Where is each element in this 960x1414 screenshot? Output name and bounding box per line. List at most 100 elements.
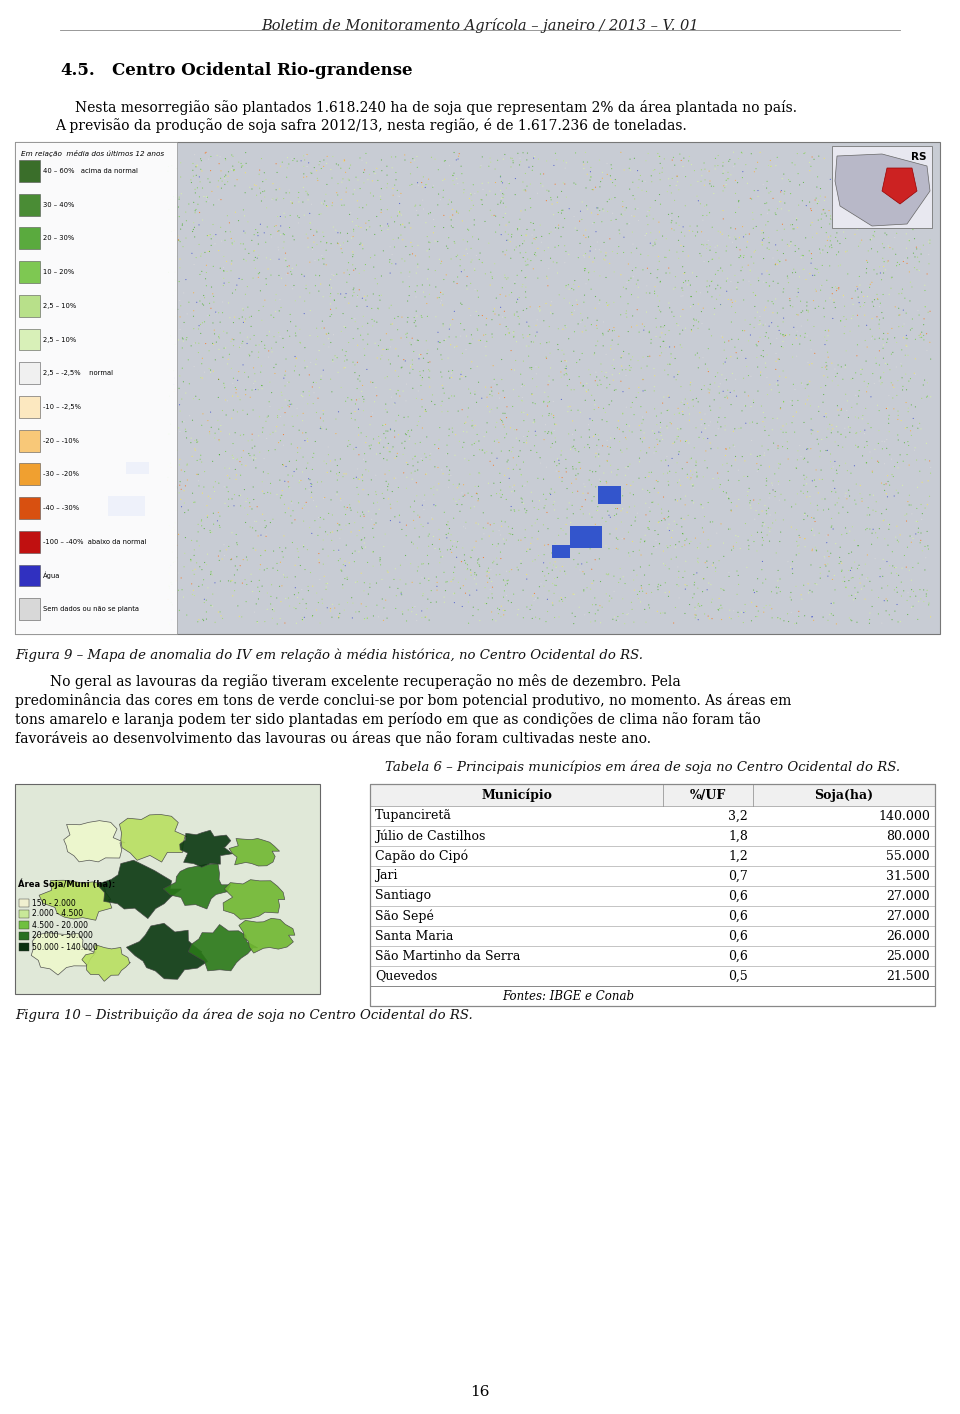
Point xyxy=(316,410,331,433)
Point xyxy=(642,281,658,304)
Point xyxy=(683,373,698,396)
Point xyxy=(806,469,822,492)
Point xyxy=(338,283,353,305)
Point xyxy=(884,266,900,288)
Point xyxy=(830,240,846,263)
Text: 2,5 – -2,5%    normal: 2,5 – -2,5% normal xyxy=(43,370,113,376)
Point xyxy=(350,489,366,512)
Point xyxy=(550,338,565,361)
Point xyxy=(598,534,613,557)
Point xyxy=(334,171,349,194)
Point xyxy=(891,297,906,320)
Point xyxy=(699,194,714,216)
Point xyxy=(470,318,486,341)
Point xyxy=(218,164,233,187)
Point xyxy=(314,471,329,493)
Point xyxy=(885,206,900,229)
Point xyxy=(583,156,598,178)
Point xyxy=(884,608,900,631)
Point xyxy=(782,287,798,310)
Point xyxy=(468,182,483,205)
Point xyxy=(169,475,184,498)
Point xyxy=(692,532,708,554)
Point xyxy=(702,382,717,404)
Point xyxy=(841,479,856,502)
Point xyxy=(361,501,376,523)
Point xyxy=(403,495,419,518)
Point xyxy=(526,496,541,519)
Point xyxy=(486,550,501,573)
Point xyxy=(345,389,360,411)
Point xyxy=(524,383,540,406)
Point xyxy=(285,277,300,300)
Point xyxy=(485,325,500,348)
Point xyxy=(806,523,822,546)
Point xyxy=(429,578,444,601)
Point xyxy=(340,568,355,591)
Point xyxy=(564,294,580,317)
Point xyxy=(236,198,252,221)
Point xyxy=(802,385,817,407)
Point xyxy=(870,395,885,417)
Point xyxy=(205,502,221,525)
Point xyxy=(647,280,662,303)
Point xyxy=(630,160,645,182)
Point xyxy=(358,595,373,618)
Point xyxy=(177,311,192,334)
Point xyxy=(746,389,761,411)
Point xyxy=(426,493,442,516)
Point xyxy=(576,223,591,246)
Point xyxy=(388,253,403,276)
Point xyxy=(528,325,543,348)
Point xyxy=(222,457,237,479)
Point xyxy=(324,592,340,615)
Point xyxy=(297,495,312,518)
Point xyxy=(528,314,543,337)
Point xyxy=(242,305,257,328)
Point xyxy=(440,443,455,465)
Point xyxy=(615,276,631,298)
Point xyxy=(872,327,887,349)
Point xyxy=(336,194,351,216)
Point xyxy=(743,187,758,209)
Point xyxy=(177,410,192,433)
Point xyxy=(704,437,719,460)
Point xyxy=(202,293,217,315)
Point xyxy=(237,238,252,260)
Point xyxy=(547,532,563,554)
Point xyxy=(489,547,504,570)
Point xyxy=(173,471,188,493)
Point xyxy=(283,505,299,527)
Point xyxy=(833,202,849,225)
Point xyxy=(365,540,380,563)
Point xyxy=(205,255,221,277)
Point xyxy=(204,560,219,583)
Point xyxy=(250,247,265,270)
Point xyxy=(764,379,780,402)
Point xyxy=(885,238,900,260)
Point xyxy=(330,464,346,486)
Point xyxy=(719,452,734,475)
Point xyxy=(875,232,890,255)
Point xyxy=(634,356,649,379)
Point xyxy=(760,290,776,312)
Point xyxy=(504,358,519,380)
Point xyxy=(357,608,372,631)
Point xyxy=(422,274,438,297)
Text: Santa Maria: Santa Maria xyxy=(375,929,453,943)
Point xyxy=(507,304,522,327)
Point xyxy=(288,566,303,588)
Point xyxy=(423,443,439,465)
Point xyxy=(299,144,314,167)
Point xyxy=(308,219,324,242)
Point xyxy=(773,396,788,419)
Point xyxy=(492,304,507,327)
Point xyxy=(280,395,296,417)
Point xyxy=(660,506,676,529)
Point xyxy=(907,348,923,370)
Point xyxy=(685,221,701,243)
Point xyxy=(235,399,251,421)
Point xyxy=(544,542,560,564)
Point xyxy=(165,594,180,617)
Point xyxy=(171,328,186,351)
